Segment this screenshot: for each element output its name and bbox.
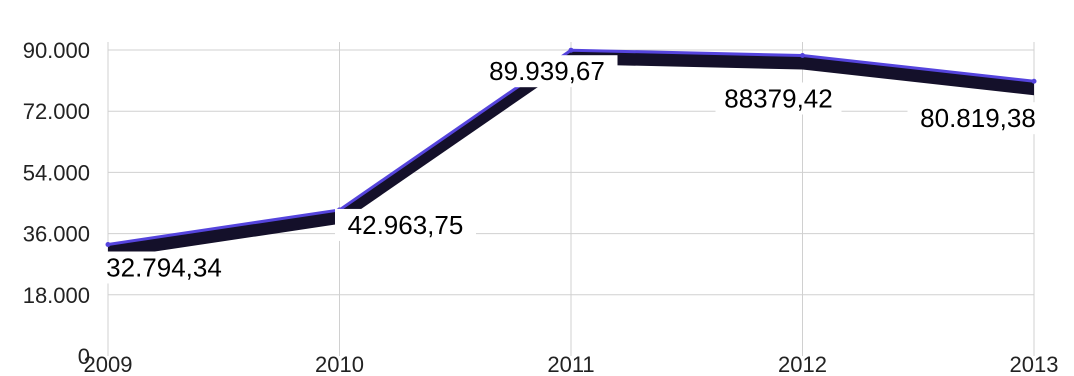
y-axis: 0 18.000 36.000 54.000 72.000 90.000 — [23, 38, 90, 369]
y-tick-label: 54.000 — [23, 160, 90, 185]
y-tick-label: 18.000 — [23, 283, 90, 308]
data-label: 80.819,38 — [920, 103, 1036, 133]
data-point — [800, 53, 805, 59]
data-label: 89.939,67 — [489, 56, 605, 86]
data-point — [105, 241, 111, 247]
x-tick-label: 2010 — [315, 352, 364, 376]
y-tick-label: 90.000 — [23, 38, 90, 63]
ribbon-segment — [339, 50, 571, 224]
data-label-bg — [335, 208, 476, 241]
y-tick-label: 0 — [78, 344, 90, 369]
x-tick-label: 2011 — [547, 352, 594, 376]
data-labels: 32.794,34 42.963,75 89.939,67 88379,42 80.81… — [93, 55, 1049, 284]
x-axis: 2009 2010 2011 2012 2013 — [84, 352, 1059, 376]
data-label-bg — [476, 55, 618, 88]
data-label: 32.794,34 — [106, 252, 222, 282]
x-tick-label: 2012 — [778, 352, 827, 376]
y-tick-label: 72.000 — [23, 99, 90, 124]
ribbon-segment — [108, 209, 340, 259]
data-label: 88379,42 — [724, 84, 832, 114]
data-point — [1031, 78, 1037, 84]
grid — [107, 42, 1035, 356]
x-tick-label: 2013 — [1010, 352, 1059, 376]
data-point — [568, 47, 574, 53]
series-ribbon — [105, 47, 1037, 259]
x-tick-label: 2009 — [84, 352, 133, 376]
data-label-bg — [715, 82, 842, 115]
data-label-bg — [93, 251, 235, 284]
y-tick-label: 36.000 — [23, 222, 90, 247]
data-label-bg — [907, 102, 1049, 135]
data-label: 42.963,75 — [348, 210, 464, 240]
ribbon-segment — [802, 55, 1034, 96]
